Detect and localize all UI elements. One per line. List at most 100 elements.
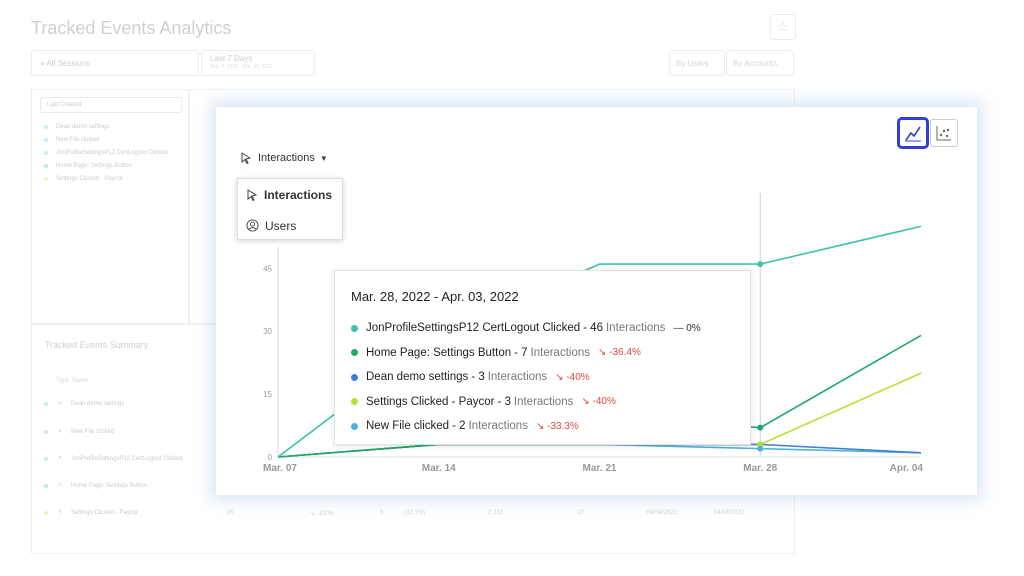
tooltip-change: ↘ -40%: [555, 371, 590, 383]
series-dot: [351, 324, 358, 332]
table-row[interactable]: ↖ Settings Clicked - Paycor: [44, 509, 138, 516]
tooltip-change: ↘ -36.4%: [598, 347, 641, 359]
table-row[interactable]: ↖ JonProfileSettingsP12 CertLogout Clicke…: [44, 455, 183, 462]
session-filter[interactable]: ≡ All Sessions: [31, 50, 199, 76]
cursor-icon: ↖: [58, 429, 64, 435]
metric-dropdown-menu: Interactions Users: [237, 178, 343, 240]
table-row[interactable]: ↖ Home Page: Settings Button: [44, 482, 147, 489]
tooltip-row: New File clicked - 2 Interactions ↘ -33.3%: [351, 414, 734, 439]
tooltip-row: Settings Clicked - Paycor - 3 Interactions…: [351, 390, 734, 415]
line-chart-icon: [905, 126, 921, 142]
tooltip-unit: Interactions: [530, 346, 590, 359]
x-tick-label: Apr. 04: [890, 463, 924, 474]
menu-item-interactions[interactable]: Interactions: [238, 179, 342, 210]
summary-header: Type Name: [56, 378, 89, 384]
series-dot: [44, 401, 48, 406]
metric-select[interactable]: Interactions ▼: [240, 152, 328, 164]
tooltip-unit: Interactions: [513, 395, 574, 408]
cursor-icon: ↖: [58, 483, 64, 489]
series-dot: [44, 456, 48, 461]
date-filter[interactable]: Last 7 Days Mar. 4, 2022 - Mar. 10, 2022: [201, 50, 315, 76]
cursor-icon: ↖: [58, 456, 64, 462]
series-dot: [351, 373, 358, 381]
by-accounts-button[interactable]: By Accounts: [726, 50, 794, 76]
series-dot: [351, 349, 358, 357]
metric-select-label: Interactions: [258, 152, 315, 164]
cursor-icon: [247, 188, 258, 201]
tooltip-row: JonProfileSettingsP12 CertLogout Clicked…: [351, 316, 734, 341]
hover-point: [757, 424, 764, 431]
x-tick-label: Mar. 28: [743, 463, 777, 474]
cell-date-2: 04/04/2022: [714, 510, 745, 516]
tooltip-row: Home Page: Settings Button - 7 Interaction…: [351, 341, 734, 366]
y-tick-label: 15: [263, 390, 272, 399]
tooltip-change: ↘ -40%: [581, 396, 616, 408]
hover-point: [757, 441, 764, 448]
series-line: [277, 443, 922, 458]
tooltip-unit: Interactions: [487, 371, 548, 384]
filter-icon: ≡: [40, 59, 47, 68]
cell-pct: (33.1%): [404, 510, 426, 516]
x-tick-label: Mar. 14: [422, 463, 456, 474]
by-users-button[interactable]: By Users: [669, 50, 725, 76]
tooltip-series-name: New File clicked: [366, 420, 450, 433]
favorite-star-icon[interactable]: ☆: [770, 14, 796, 40]
tooltip-unit: Interactions: [468, 420, 528, 433]
tooltip-count: - 2: [452, 420, 466, 433]
tooltip-count: - 3: [471, 371, 485, 384]
list-item[interactable]: JonProfileSettingsP12 CertLogout Clicked: [44, 146, 168, 159]
cursor-icon: [241, 152, 252, 164]
list-item[interactable]: Home Page: Settings Button: [44, 159, 168, 172]
sort-select[interactable]: Last Created: [40, 97, 182, 113]
tooltip-series-name: Settings Clicked - Paycor: [366, 395, 495, 408]
cell-count: 20: [227, 510, 234, 516]
cursor-icon: ↖: [58, 401, 64, 407]
hover-point: [757, 445, 764, 452]
y-tick-label: 0: [268, 453, 273, 462]
event-list: Dean demo settings New File clicked JonP…: [44, 120, 168, 185]
table-row[interactable]: ↖ New File clicked: [44, 428, 114, 435]
list-item[interactable]: Settings Clicked - Paycor: [44, 172, 168, 185]
tooltip-count: - 46: [583, 322, 603, 335]
tooltip-count: - 7: [514, 346, 528, 359]
series-dot: [44, 429, 48, 434]
table-row[interactable]: ↖ Dean demo settings: [44, 400, 124, 407]
tooltip-series-name: Dean demo settings: [366, 371, 469, 384]
series-dot: [44, 510, 48, 515]
series-dot: [44, 176, 48, 181]
scatter-chart-button[interactable]: [930, 119, 958, 147]
list-item[interactable]: New File clicked: [44, 133, 168, 146]
cell-zero: 0: [380, 510, 384, 516]
tooltip-change: — 0%: [673, 322, 701, 334]
tooltip-unit: Interactions: [605, 322, 666, 335]
series-dot: [44, 163, 48, 168]
summary-title: Tracked Events Summary: [45, 340, 149, 350]
scatter-chart-icon: [936, 126, 951, 141]
line-chart-button[interactable]: [897, 117, 929, 149]
chart-tooltip: Mar. 28, 2022 - Apr. 03, 2022 JonProfile…: [334, 270, 751, 445]
tooltip-series-name: JonProfileSettingsP12 CertLogout Clicked: [366, 322, 581, 335]
series-dot: [351, 398, 358, 406]
tooltip-date: Mar. 28, 2022 - Apr. 03, 2022: [351, 289, 519, 304]
date-filter-range: Mar. 4, 2022 - Mar. 10, 2022: [210, 64, 273, 70]
cell-change: ↘ -100%: [310, 511, 335, 517]
series-dot: [44, 483, 48, 488]
tooltip-row: Dean demo settings - 3 Interactions ↘ -40%: [351, 365, 734, 390]
series-dot: [351, 422, 358, 430]
hover-point: [757, 261, 764, 268]
tooltip-count: - 3: [497, 395, 511, 408]
x-tick-label: Mar. 21: [583, 463, 617, 474]
chevron-down-icon: ▼: [319, 153, 328, 163]
chart-card: 0 15 30 45 Mar. 07 Mar. 14 Mar. 21 Mar. 28 Apr. …: [216, 107, 977, 495]
cell-ten: 10: [577, 510, 584, 516]
tooltip-series-name: Home Page: Settings Button: [366, 346, 512, 359]
series-dot: [44, 124, 48, 129]
x-tick-label: Mar. 07: [263, 463, 297, 474]
tooltip-change: ↘ -33.3%: [535, 420, 579, 432]
cursor-icon: ↖: [58, 510, 64, 516]
date-filter-label: Last 7 Days: [210, 54, 253, 63]
cell-date-1: 04/04/2022: [647, 510, 678, 516]
list-item[interactable]: Dean demo settings: [44, 120, 168, 133]
menu-item-users[interactable]: Users: [238, 210, 342, 241]
event-list-panel: [31, 89, 189, 324]
